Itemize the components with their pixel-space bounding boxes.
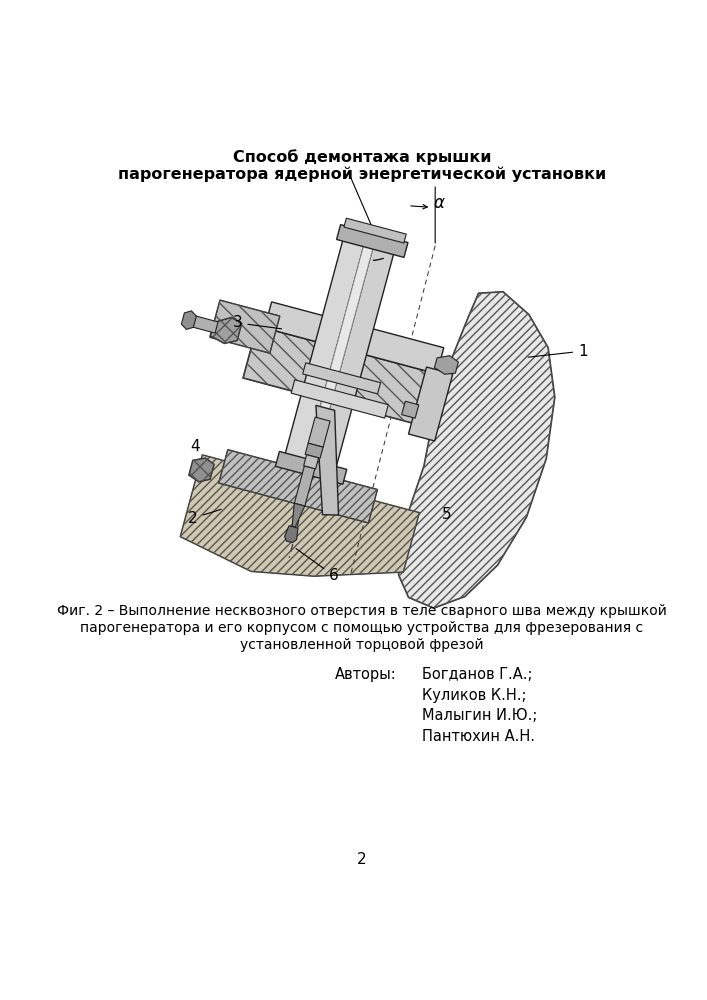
Text: Авторы:: Авторы: [335,667,397,682]
Polygon shape [402,401,419,418]
Polygon shape [308,417,330,447]
Text: Пантюхин А.Н.: Пантюхин А.Н. [421,729,534,744]
Polygon shape [303,363,380,394]
Polygon shape [292,503,305,527]
Polygon shape [210,300,280,353]
Polygon shape [409,367,452,441]
Polygon shape [399,292,555,608]
Text: Способ демонтажа крышки: Способ демонтажа крышки [233,149,491,165]
Polygon shape [305,239,375,465]
Text: 4: 4 [191,439,200,454]
Polygon shape [434,356,458,374]
Text: Малыгин И.Ю.;: Малыгин И.Ю.; [421,708,537,723]
Polygon shape [243,326,444,428]
Text: установленной торцовой фрезой: установленной торцовой фрезой [240,638,484,652]
Polygon shape [210,317,242,344]
Polygon shape [189,458,214,482]
Polygon shape [180,455,419,576]
Polygon shape [337,225,408,257]
Text: Богданов Г.А.;: Богданов Г.А.; [421,667,532,682]
Polygon shape [284,526,298,543]
Polygon shape [316,405,339,515]
Text: 3: 3 [233,315,281,330]
Text: 5: 5 [442,507,452,522]
Polygon shape [305,443,323,458]
Polygon shape [294,466,315,506]
Text: α: α [433,194,445,212]
Text: 2: 2 [188,509,221,526]
Polygon shape [303,455,319,469]
Text: парогенератора и его корпусом с помощью устройства для фрезерования с: парогенератора и его корпусом с помощью … [81,621,643,635]
Polygon shape [218,450,378,523]
Text: Куликов К.Н.;: Куликов К.Н.; [421,688,526,703]
Text: парогенератора ядерной энергетической установки: парогенератора ядерной энергетической ус… [118,166,606,182]
Polygon shape [182,311,197,329]
Polygon shape [344,218,407,243]
Text: 2: 2 [357,852,367,867]
Polygon shape [284,234,366,462]
Polygon shape [291,380,388,418]
Polygon shape [315,242,395,470]
Polygon shape [276,451,347,484]
Polygon shape [264,302,444,374]
Text: 6: 6 [296,549,339,583]
Text: 1: 1 [528,344,588,359]
Text: Фиг. 2 – Выполнение несквозного отверстия в теле сварного шва между крышкой: Фиг. 2 – Выполнение несквозного отверсти… [57,604,667,618]
Polygon shape [192,316,218,333]
